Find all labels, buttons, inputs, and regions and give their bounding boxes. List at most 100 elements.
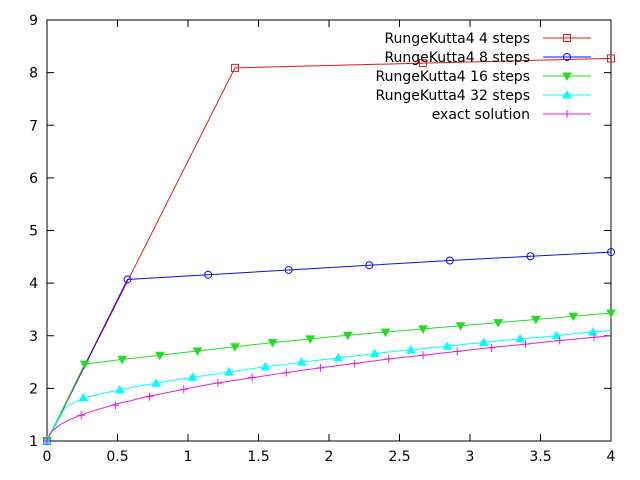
series-4	[42, 327, 612, 445]
data-point	[77, 411, 86, 420]
series-3	[42, 309, 616, 447]
data-point	[305, 335, 316, 344]
legend: RungeKutta4 4 steps RungeKutta4 8 steps Ru…	[376, 31, 591, 123]
data-point	[365, 261, 374, 270]
data-point	[117, 355, 128, 365]
data-point	[333, 352, 344, 362]
data-point	[350, 359, 359, 368]
x-tick-label: 3	[466, 449, 475, 465]
data-point	[555, 336, 564, 345]
data-point	[380, 328, 391, 338]
data-point	[187, 372, 198, 381]
y-tick-label: 3	[29, 329, 38, 345]
data-point	[419, 351, 428, 360]
data-point	[213, 379, 222, 388]
legend-marker	[562, 89, 572, 99]
x-tick-label: 4	[607, 449, 616, 465]
data-point	[568, 312, 579, 322]
data-point	[551, 330, 562, 340]
series-line	[46, 251, 612, 442]
legend-marker	[563, 110, 571, 118]
legend-marker	[563, 34, 571, 42]
data-point	[179, 385, 188, 394]
y-tick-label: 6	[29, 171, 38, 187]
series-5	[43, 333, 612, 445]
axes: 0 0.5 1 1.5 2 2.5 3 3.5 4 1 2 3 4 5 6 7 8 9	[29, 13, 615, 465]
plot-area	[42, 54, 616, 447]
data-point	[204, 270, 213, 279]
x-tick-label: 0.5	[106, 449, 128, 465]
legend-entry: RungeKutta4 32 steps	[376, 88, 591, 104]
data-point	[418, 325, 428, 334]
x-tick-label: 2	[325, 449, 334, 465]
series-line	[46, 329, 612, 442]
legend-label: RungeKutta4 4 steps	[384, 31, 530, 47]
data-point	[515, 333, 525, 343]
legend-label: RungeKutta4 32 steps	[376, 88, 530, 104]
data-point	[493, 319, 504, 328]
y-tick-label: 8	[29, 66, 38, 82]
x-tick-label: 2.5	[388, 449, 410, 465]
legend-label: RungeKutta4 16 steps	[376, 69, 530, 85]
data-point	[419, 59, 428, 68]
series-line	[46, 57, 612, 442]
data-point	[526, 252, 535, 261]
data-point	[478, 337, 489, 347]
data-point	[282, 368, 291, 377]
data-point	[455, 322, 466, 331]
series-line	[46, 335, 612, 442]
y-tick-label: 5	[29, 224, 38, 240]
data-point	[342, 331, 353, 341]
legend-label: exact solution	[432, 107, 530, 123]
data-point	[406, 344, 416, 354]
data-point	[589, 333, 598, 342]
data-point	[192, 347, 203, 357]
data-point	[260, 361, 271, 371]
data-point	[230, 343, 240, 352]
data-point	[607, 54, 615, 63]
y-tick-label: 1	[29, 434, 38, 450]
y-tick-label: 4	[29, 276, 38, 292]
data-point	[43, 437, 51, 445]
data-point	[151, 378, 161, 387]
legend-entry: RungeKutta4 4 steps	[384, 31, 591, 47]
data-point	[369, 348, 380, 358]
data-point	[587, 327, 598, 336]
data-point	[384, 354, 393, 363]
data-point	[114, 384, 125, 394]
data-point	[123, 275, 132, 284]
data-point	[224, 367, 234, 376]
legend-entry: exact solution	[432, 107, 591, 123]
data-point	[78, 392, 89, 402]
y-tick-label: 7	[29, 118, 38, 134]
x-tick-label: 3.5	[529, 449, 551, 465]
legend-marker	[562, 72, 572, 82]
data-point	[145, 392, 154, 401]
y-tick-label: 9	[29, 13, 38, 29]
series-line	[46, 312, 612, 442]
data-point	[606, 309, 616, 319]
data-point	[445, 256, 454, 265]
legend-marker	[563, 53, 571, 61]
legend-entry: RungeKutta4 8 steps	[384, 50, 591, 66]
data-point	[248, 373, 257, 382]
x-tick-label: 1.5	[247, 449, 269, 465]
data-point	[316, 363, 325, 372]
data-point	[607, 248, 615, 257]
data-point	[487, 343, 496, 352]
data-point	[79, 360, 90, 370]
data-point	[442, 341, 453, 350]
data-point	[284, 265, 293, 274]
data-point	[453, 347, 462, 356]
data-point	[230, 63, 239, 72]
data-point	[530, 315, 541, 325]
x-tick-label: 0	[43, 449, 52, 465]
data-point	[296, 357, 307, 366]
data-point	[154, 351, 165, 361]
y-tick-label: 2	[29, 381, 38, 397]
data-point	[111, 401, 120, 410]
legend-label: RungeKutta4 8 steps	[384, 50, 530, 66]
x-tick-label: 1	[184, 449, 193, 465]
legend-entry: RungeKutta4 16 steps	[376, 69, 591, 85]
